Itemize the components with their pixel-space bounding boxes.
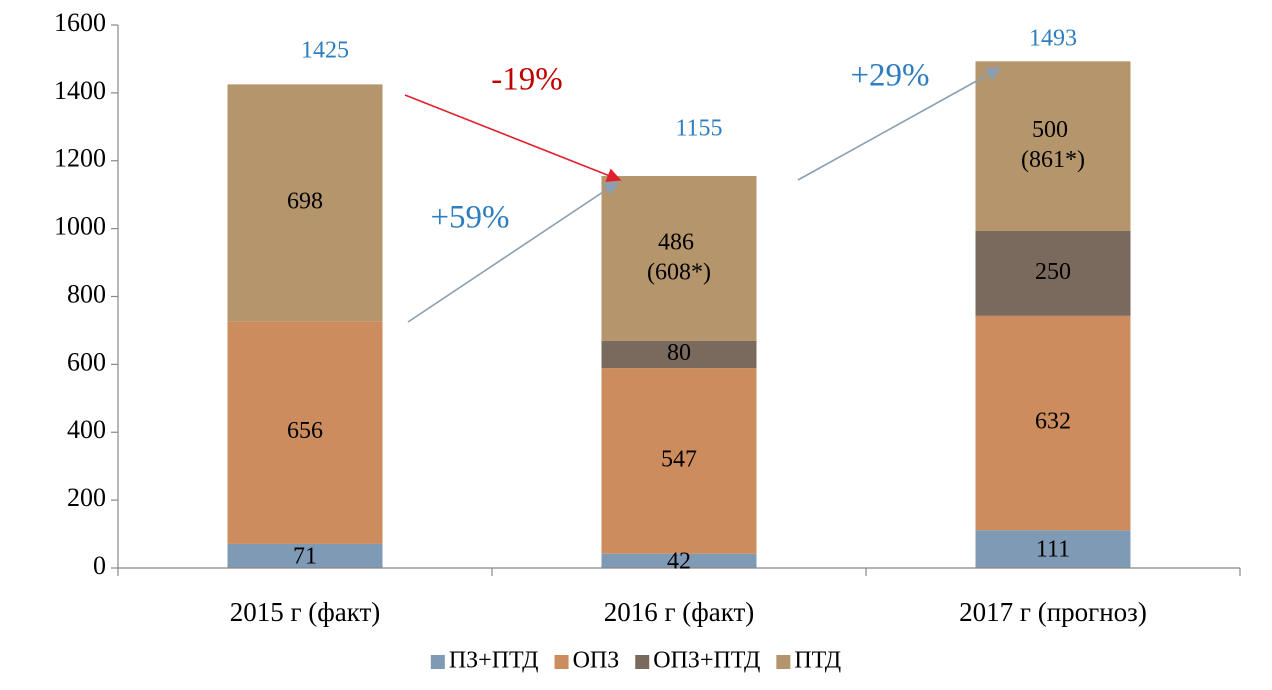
bar-segment bbox=[601, 176, 757, 341]
annotation: +29% bbox=[850, 58, 929, 94]
data-label: 42 bbox=[667, 548, 691, 574]
total-label: 1425 bbox=[301, 38, 349, 64]
y-tick-label: 1600 bbox=[54, 8, 106, 37]
bar-segment bbox=[975, 61, 1131, 232]
data-label: 250 bbox=[1035, 259, 1071, 285]
annotation: -19% bbox=[491, 62, 562, 98]
y-tick-label: 800 bbox=[67, 279, 106, 308]
arrow bbox=[407, 181, 620, 323]
y-tick-label: 200 bbox=[67, 483, 106, 512]
data-label: 111 bbox=[1036, 537, 1070, 563]
legend-label: ОПЗ bbox=[573, 648, 620, 674]
bar-segment bbox=[975, 530, 1131, 568]
data-label: 486 (608*) bbox=[647, 229, 711, 285]
arrow bbox=[797, 67, 1002, 181]
annotation: +59% bbox=[430, 200, 509, 236]
legend-swatch bbox=[554, 655, 569, 669]
x-tick-label: 2015 г (факт) bbox=[230, 597, 381, 627]
y-tick-label: 1400 bbox=[54, 76, 106, 105]
bar-segment bbox=[601, 368, 757, 554]
legend-label: ПЗ+ПТД bbox=[449, 648, 539, 674]
arrow bbox=[404, 94, 622, 182]
y-tick-label: 400 bbox=[67, 415, 106, 444]
data-label: 656 bbox=[287, 418, 323, 444]
data-label: 71 bbox=[293, 543, 317, 569]
y-tick-label: 1200 bbox=[54, 144, 106, 173]
bar-segment bbox=[601, 553, 757, 568]
y-tick-label: 1000 bbox=[54, 212, 106, 241]
legend-label: ПТД bbox=[794, 648, 841, 674]
legend-swatch bbox=[635, 655, 650, 669]
bar-segment bbox=[227, 321, 383, 544]
y-tick-label: 0 bbox=[93, 551, 106, 580]
data-label: 500 (861*) bbox=[1021, 117, 1085, 173]
bar-segment bbox=[227, 543, 383, 568]
legend-item: ОПЗ bbox=[554, 648, 620, 674]
legend-label: ОПЗ+ПТД bbox=[653, 648, 760, 674]
data-label: 80 bbox=[667, 340, 691, 366]
y-tick-label: 600 bbox=[67, 347, 106, 376]
bar-segment bbox=[975, 315, 1131, 531]
data-label: 698 bbox=[287, 188, 323, 214]
legend-swatch bbox=[776, 655, 791, 669]
x-tick-label: 2017 г (прогноз) bbox=[959, 597, 1147, 627]
x-tick-label: 2016 г (факт) bbox=[604, 597, 755, 627]
data-label: 547 bbox=[661, 446, 697, 472]
legend-item: ПТД bbox=[776, 648, 841, 674]
bars bbox=[227, 61, 1131, 568]
legend-item: ПЗ+ПТД bbox=[430, 648, 539, 674]
total-label: 1155 bbox=[675, 116, 722, 142]
bar-segment bbox=[975, 231, 1131, 316]
bar-segment bbox=[227, 84, 383, 322]
legend-item: ОПЗ+ПТД bbox=[635, 648, 760, 674]
total-label: 1493 bbox=[1029, 26, 1077, 52]
data-label: 632 bbox=[1035, 409, 1071, 435]
bar-segment bbox=[601, 340, 757, 369]
legend-swatch bbox=[430, 655, 445, 669]
